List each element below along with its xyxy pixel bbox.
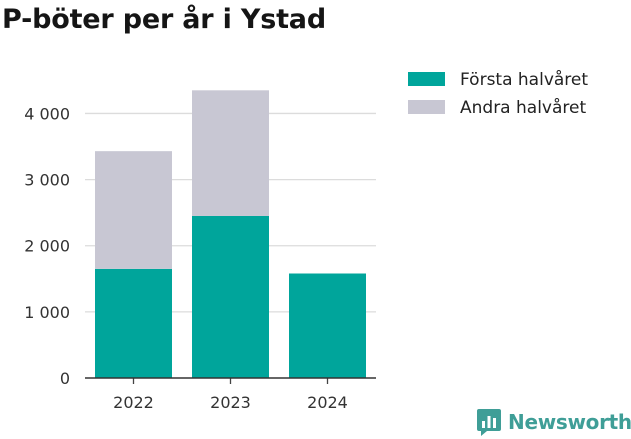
y-tick-label: 3 000 <box>24 171 70 190</box>
bar-first-half-2022 <box>95 268 172 378</box>
bar-first-half-2024 <box>289 273 366 378</box>
axes: 0 1 000 2 000 3 000 4 000 2022 2023 2024 <box>24 104 376 412</box>
legend-label: Första halvåret <box>460 69 588 90</box>
bars <box>95 90 366 378</box>
bar-second-half-2022 <box>95 151 172 269</box>
legend-swatch <box>408 72 445 86</box>
newsworthy-logo-icon <box>477 409 501 436</box>
x-tick-label: 2023 <box>210 393 251 412</box>
brand-logo: Newsworthy <box>476 406 631 438</box>
chart-title: P-böter per år i Ystad <box>2 4 326 35</box>
legend: Första halvåret Andra halvåret <box>408 69 588 118</box>
y-tick-label: 0 <box>60 369 70 388</box>
x-tick-label: 2024 <box>307 393 348 412</box>
y-tick-label: 1 000 <box>24 303 70 322</box>
brand-name: Newsworthy <box>508 410 631 434</box>
legend-label: Andra halvåret <box>460 97 586 118</box>
bar-first-half-2023 <box>192 215 269 378</box>
x-tick-label: 2022 <box>113 393 154 412</box>
y-tick-label: 4 000 <box>24 104 70 123</box>
bar-second-half-2023 <box>192 90 269 216</box>
y-tick-label: 2 000 <box>24 237 70 256</box>
legend-swatch <box>408 100 445 114</box>
